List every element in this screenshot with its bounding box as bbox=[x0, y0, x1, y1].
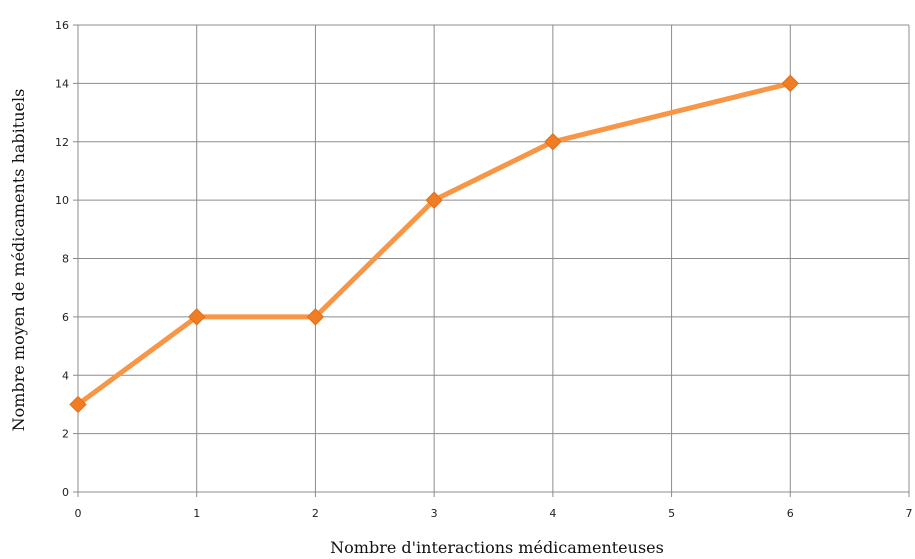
x-tick-label: 2 bbox=[312, 507, 319, 520]
data-point-marker bbox=[306, 308, 325, 326]
y-tick-label: 0 bbox=[62, 486, 69, 499]
grid bbox=[78, 24, 910, 492]
axes bbox=[73, 24, 910, 497]
y-tick-label: 2 bbox=[62, 428, 69, 441]
y-axis-title: Nombre moyen de médicaments habituels bbox=[9, 89, 28, 432]
y-tick-label: 10 bbox=[55, 194, 69, 207]
x-tick-label: 5 bbox=[668, 507, 675, 520]
x-tick-label: 6 bbox=[787, 507, 794, 520]
y-tick-label: 4 bbox=[62, 369, 69, 382]
series-layer bbox=[69, 74, 799, 414]
x-tick-label: 4 bbox=[549, 507, 556, 520]
series-line bbox=[75, 80, 793, 407]
x-tick-label: 0 bbox=[75, 507, 82, 520]
data-point-marker bbox=[781, 74, 799, 93]
y-tick-label: 14 bbox=[55, 77, 69, 90]
y-tick-label: 12 bbox=[55, 136, 69, 149]
y-tick-label: 6 bbox=[62, 311, 69, 324]
x-tick-label: 7 bbox=[906, 507, 913, 520]
y-tick-label: 16 bbox=[55, 19, 69, 32]
data-point-marker bbox=[69, 395, 87, 414]
data-point-marker bbox=[544, 133, 562, 151]
data-point-marker bbox=[188, 308, 206, 326]
x-axis-title: Nombre d'interactions médicamenteuses bbox=[330, 538, 664, 557]
x-tick-label: 1 bbox=[193, 507, 200, 520]
data-point-marker bbox=[425, 191, 443, 209]
y-tick-label: 8 bbox=[62, 253, 69, 266]
x-tick-label: 3 bbox=[431, 507, 438, 520]
